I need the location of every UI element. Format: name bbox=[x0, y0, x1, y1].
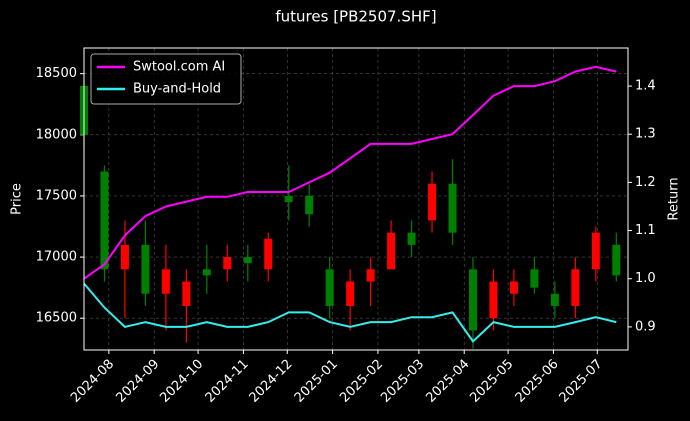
y-tick-label: 16500 bbox=[36, 311, 77, 326]
candle-body bbox=[530, 269, 539, 288]
candle-body bbox=[428, 183, 437, 221]
candle-body bbox=[509, 281, 518, 294]
candle-body bbox=[243, 257, 252, 264]
return-line bbox=[83, 65, 617, 280]
y-tick-label: 18000 bbox=[36, 127, 77, 142]
candle-body bbox=[346, 281, 355, 306]
candle-body bbox=[223, 257, 232, 270]
chart-title: futures [PB2507.SHF] bbox=[275, 8, 436, 26]
candle-body bbox=[264, 238, 273, 270]
candle-body bbox=[468, 269, 477, 331]
y2-tick-label: 1.3 bbox=[635, 127, 656, 142]
candle-body bbox=[448, 183, 457, 233]
y2-tick-label: 1.1 bbox=[635, 223, 656, 238]
candle-body bbox=[325, 269, 334, 306]
candle-body bbox=[100, 171, 109, 270]
return-line bbox=[83, 282, 617, 343]
candle-body bbox=[550, 293, 559, 306]
candle-body bbox=[407, 232, 416, 245]
legend-label: Buy-and-Hold bbox=[133, 82, 221, 97]
candle-body bbox=[591, 232, 600, 270]
candle-body bbox=[305, 195, 314, 215]
legend-label: Swtool.com AI bbox=[133, 60, 225, 75]
candle-body bbox=[571, 269, 580, 306]
y2-tick-label: 0.9 bbox=[635, 319, 656, 334]
y-tick-label: 17000 bbox=[36, 250, 77, 265]
y2-tick-label: 1.2 bbox=[635, 175, 656, 190]
y2-axis-label: Return bbox=[667, 177, 682, 220]
plot-frame bbox=[83, 47, 629, 351]
candle-body bbox=[182, 281, 191, 306]
candle-body bbox=[387, 232, 396, 270]
candle-body bbox=[161, 269, 170, 294]
candle-body bbox=[366, 269, 375, 282]
candle-body bbox=[284, 195, 293, 203]
candle-body bbox=[489, 281, 498, 319]
candle-body bbox=[120, 244, 129, 270]
legend-box bbox=[90, 53, 242, 105]
candle-body bbox=[612, 244, 621, 276]
candle-body bbox=[202, 269, 211, 276]
candle-body bbox=[141, 244, 150, 294]
y-tick-label: 17500 bbox=[36, 188, 77, 203]
y2-tick-label: 1.0 bbox=[635, 271, 656, 286]
y-tick-label: 18500 bbox=[36, 66, 77, 81]
y-axis-label: Price bbox=[10, 183, 25, 215]
y2-tick-label: 1.4 bbox=[635, 79, 656, 94]
